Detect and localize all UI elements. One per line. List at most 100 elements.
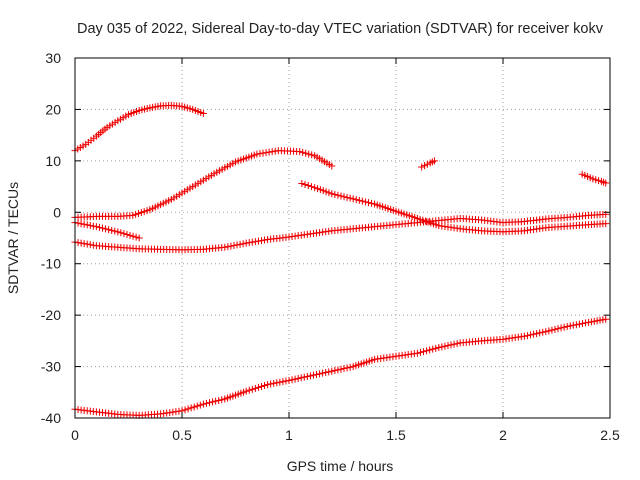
data-point-sat-h [340, 365, 348, 373]
data-point-sat-h [438, 343, 446, 351]
data-point-sat-h [306, 372, 314, 380]
data-point-sat-h [435, 344, 443, 352]
data-point-sat-c [74, 219, 82, 227]
data-point-sat-h [578, 320, 586, 328]
data-point-sat-h [242, 387, 250, 395]
axis-ticks: 0 0.5 1 1.5 2 2.5 -40 -30 -20 -10 0 10 20 30 [41, 50, 620, 443]
data-point-sat-c [86, 222, 94, 230]
x-tick-label: 2 [499, 427, 507, 443]
plot-frame [74, 57, 611, 419]
data-point-sat-c [129, 232, 137, 240]
data-point-sat-h [575, 320, 583, 328]
data-point-sat-e [334, 191, 342, 199]
data-point-sat-c [77, 220, 85, 228]
data-point-sat-e [298, 179, 306, 187]
data-point-sat-b [328, 162, 336, 170]
data-point-sat-d [257, 237, 265, 245]
data-point-sat-h [257, 382, 265, 390]
data-point-sat-h [313, 371, 321, 379]
data-point-sat-e [340, 193, 348, 201]
data-point-sat-h [429, 345, 437, 353]
data-point-sat-e [316, 186, 324, 194]
data-point-sat-d [254, 237, 262, 245]
y-tick-label: 20 [45, 101, 61, 117]
data-point-sat-f [431, 157, 439, 165]
data-point-sat-d [77, 239, 85, 247]
data-point-sat-h [596, 316, 604, 324]
data-point-sat-h [300, 373, 308, 381]
data-point-sat-h [322, 369, 330, 377]
data-point-sat-d [239, 240, 247, 248]
data-point-sat-h [261, 382, 269, 390]
data-point-sat-h [267, 380, 275, 388]
data-point-sat-b [299, 148, 307, 156]
data-point-sat-h [585, 318, 593, 326]
data-point-sat-h [245, 386, 253, 394]
data-point-sat-h [432, 344, 440, 352]
data-point-sat-e [314, 185, 322, 193]
data-point-sat-c [135, 234, 143, 242]
data-point-sat-c [111, 227, 119, 235]
data-point-sat-e [325, 189, 333, 197]
y-axis-label: SDTVAR / TECUs [5, 182, 21, 294]
data-point-sat-h [276, 378, 284, 386]
data-point-sat-d [245, 239, 253, 247]
data-point-sat-h [548, 326, 556, 334]
data-point-sat-d [227, 242, 235, 250]
data-point-sat-b [256, 150, 264, 158]
data-point-sat-c [102, 225, 110, 233]
data-point-sat-h [334, 366, 342, 374]
data-point-sat-h [187, 404, 195, 412]
data-point-sat-a [199, 110, 207, 118]
x-axis-label: GPS time / hours [287, 458, 394, 474]
data-point-sat-b [134, 209, 142, 217]
data-point-sat-h [539, 328, 547, 336]
data-point-sat-h [542, 328, 550, 336]
data-point-sat-h [527, 331, 535, 339]
data-point-sat-c [89, 222, 97, 230]
data-point-sat-h [202, 399, 210, 407]
data-point-sat-h [251, 384, 259, 392]
data-point-sat-d [89, 241, 97, 249]
data-point-sat-g [592, 176, 600, 184]
data-point-sat-h [288, 376, 296, 384]
data-point-sat-h [593, 317, 601, 325]
data-point-sat-e [322, 188, 330, 196]
data-point-sat-h [590, 317, 598, 325]
data-point-sat-d [233, 241, 241, 249]
data-point-sat-h [303, 372, 311, 380]
data-point-sat-d [242, 239, 250, 247]
x-tick-label: 1 [285, 427, 293, 443]
data-point-sat-h [587, 318, 595, 326]
data-point-sat-e [346, 194, 354, 202]
data-point-sat-h [181, 406, 189, 414]
data-point-sat-h [453, 340, 461, 348]
data-point-sat-d [86, 241, 94, 249]
data-point-sat-b [137, 209, 145, 217]
data-point-sat-e [328, 190, 336, 198]
data-point-sat-h [343, 364, 351, 372]
data-point-sat-h [184, 405, 192, 413]
data-point-sat-c [126, 231, 134, 239]
chart-title: Day 035 of 2022, Sidereal Day-to-day VTE… [77, 21, 604, 37]
data-point-sat-b [271, 147, 279, 155]
y-tick-label: 10 [45, 153, 61, 169]
data-point-sat-b [305, 150, 313, 158]
data-point-sat-e [349, 195, 357, 203]
data-point-sat-b [262, 149, 270, 157]
data-point-sat-h [346, 363, 354, 371]
y-tick-label: 0 [53, 204, 61, 220]
data-point-sat-h [441, 342, 449, 350]
data-point-sat-h [193, 402, 201, 410]
data-point-sat-e [355, 196, 363, 204]
data-point-sat-c [95, 223, 103, 231]
data-marks [71, 101, 610, 419]
data-point-sat-e [304, 182, 312, 190]
data-point-sat-d [74, 239, 82, 247]
x-tick-label: 2.5 [600, 427, 620, 443]
data-point-sat-h [563, 322, 571, 330]
data-point-sat-h [582, 319, 590, 327]
data-point-sat-h [319, 369, 327, 377]
data-point-sat-e [602, 220, 610, 228]
